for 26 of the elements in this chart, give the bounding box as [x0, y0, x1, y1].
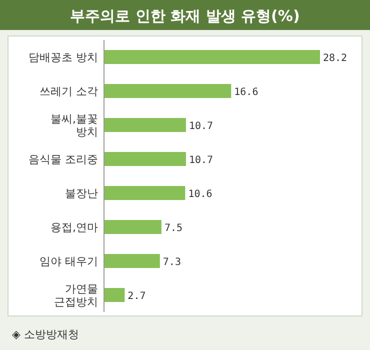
data-label: 10.6: [188, 189, 212, 200]
text: ◈ 소방방재청: [12, 328, 79, 341]
y-tick-label: 음식물 조리중: [28, 153, 98, 166]
y-tick-label: 불씨,불꽃 방치: [50, 112, 98, 138]
chart-title: 부주의로 인한 화재 발생 유형(%): [70, 7, 300, 25]
bar: [104, 152, 186, 166]
bar: [104, 254, 160, 268]
bar: [104, 50, 320, 64]
bar: [104, 84, 232, 98]
bar: [104, 288, 125, 302]
data-label: 28.2: [323, 53, 348, 64]
y-tick-label: 임야 태우기: [40, 255, 98, 268]
y-tick-label: 용접,연마: [50, 221, 98, 234]
bar: [104, 220, 162, 234]
y-tick-label: 불장난: [65, 187, 98, 200]
y-tick-label: 담배꽁초 방치: [28, 51, 98, 64]
data-label: 16.6: [234, 87, 258, 98]
data-label: 10.7: [188, 155, 214, 166]
bar: [104, 186, 186, 200]
bar: [104, 118, 186, 132]
y-tick-label: 쓰레기 소각: [40, 85, 98, 98]
y-tick-label: 가연물 근접방치: [54, 282, 98, 308]
data-label: 7.3: [162, 257, 181, 268]
data-label: 10.7: [188, 121, 214, 132]
data-label: 7.5: [164, 223, 183, 234]
data-label: 2.7: [128, 291, 146, 302]
